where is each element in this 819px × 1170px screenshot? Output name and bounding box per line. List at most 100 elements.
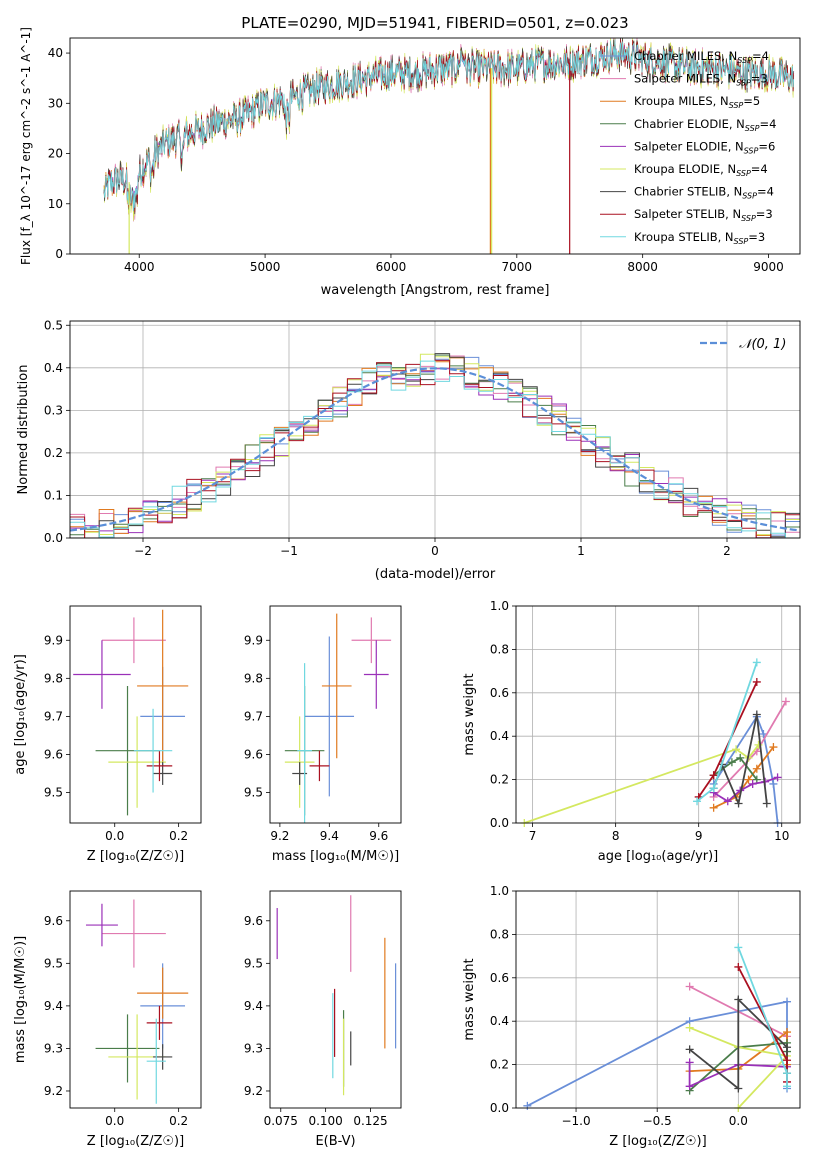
weight-vs-Z-ylabel: mass weight	[462, 958, 477, 1040]
mass-vs-Z-ytick-label: 9.6	[44, 914, 63, 928]
spectrum-xtick-label: 7000	[502, 260, 533, 274]
axes-frame	[269, 605, 402, 824]
weight-vs-age-xtick-label: 8	[612, 829, 620, 843]
weight-vs-Z-marker	[685, 982, 694, 991]
weight-vs-Z-marker	[734, 1084, 743, 1093]
weight-vs-Z-marker	[783, 1043, 792, 1052]
age-vs-Z-xtick-label: 0.2	[169, 829, 188, 843]
axes-frame	[515, 890, 801, 1109]
weight-vs-age-ytick-label: 0.0	[490, 816, 509, 830]
weight-vs-age-line	[524, 744, 760, 823]
weight-vs-Z-xlabel: Z [log₁₀(Z/Z☉)]	[609, 1134, 706, 1149]
axes-frame	[269, 890, 402, 1109]
weight-vs-Z-xtick-label: −0.5	[643, 1114, 672, 1128]
legend-entry: Kroupa ELODIE, NSSP=4	[634, 162, 768, 178]
legend-nssp: =3	[748, 230, 765, 244]
mass-vs-ebv-xlabel: E(B-V)	[315, 1134, 355, 1149]
weight-vs-age-ylabel: mass weight	[462, 673, 477, 755]
spectrum-ytick-label: 40	[48, 46, 63, 60]
mass-vs-Z-ytick-label: 9.4	[44, 999, 63, 1013]
age-vs-Z-ytick-label: 9.7	[44, 709, 63, 723]
weight-vs-Z-marker	[783, 1028, 792, 1037]
residuals-ytick-label: 0.0	[44, 531, 63, 545]
age-vs-mass-panel	[266, 639, 380, 827]
legend-nssp: =4	[760, 117, 777, 131]
legend-label: Chabrier STELIB	[634, 185, 726, 199]
axes-frame	[69, 890, 202, 1109]
spectrum-title: PLATE=0290, MJD=51941, FIBERID=0501, z=0…	[241, 14, 628, 32]
weight-vs-Z-ytick-label: 0.2	[490, 1058, 509, 1072]
weight-vs-age-marker	[734, 799, 743, 808]
weight-vs-age-marker	[723, 797, 732, 806]
weight-vs-Z-marker	[783, 1056, 792, 1065]
weight-vs-Z-line	[688, 1062, 788, 1088]
residuals-xtick-label: −2	[134, 544, 152, 558]
legend-label: Chabrier MILES	[634, 49, 721, 63]
residuals-ytick-label: 0.4	[44, 361, 63, 375]
weight-vs-Z-marker	[685, 1023, 694, 1032]
age-vs-mass-ytick-label: 9.5	[244, 786, 263, 800]
legend-label: Chabrier ELODIE	[634, 117, 729, 131]
weight-vs-age-marker	[754, 740, 763, 749]
weight-vs-age-marker	[781, 697, 790, 706]
legend-nssp: =5	[743, 94, 760, 108]
age-vs-Z-xlabel: Z [log₁₀(Z/Z☉)]	[87, 849, 184, 864]
spectrum-ytick-label: 0	[55, 247, 63, 261]
weight-vs-age-marker	[693, 797, 702, 806]
legend-label: Kroupa MILES	[634, 94, 713, 108]
age-vs-Z-ylabel: age [log₁₀(age/yr)]	[13, 654, 28, 775]
normal-curve	[69, 367, 801, 532]
residuals-ytick-label: 0.1	[44, 488, 63, 502]
weight-vs-age-marker	[709, 803, 718, 812]
axes-frame	[69, 320, 801, 539]
age-vs-mass-xlabel: mass [log₁₀(M/M☉)]	[272, 849, 399, 864]
weight-vs-age-marker	[752, 775, 761, 784]
legend-normal-label: 𝒩(0, 1)	[739, 337, 786, 352]
mass-vs-Z-ytick-label: 9.5	[44, 956, 63, 970]
legend-ssp-sub: SSP	[742, 192, 757, 201]
mass-vs-ebv-xtick-label: 0.125	[353, 1114, 387, 1128]
legend-label: Kroupa STELIB	[634, 230, 718, 244]
spectrum-ylabel: Flux [f_λ 10^-17 erg cm^-2 s^-1 A^-1]	[19, 27, 33, 265]
legend-ssp-sub: SSP	[741, 214, 756, 223]
age-vs-mass-xtick-label: 9.2	[270, 829, 289, 843]
weight-vs-age-marker	[769, 743, 778, 752]
spectrum-xlabel: wavelength [Angstrom, rest frame]	[321, 283, 550, 298]
weight-vs-age-ytick-label: 1.0	[490, 599, 509, 613]
spectrum-xtick-label: 4000	[124, 260, 155, 274]
legend-n: , N	[713, 94, 729, 108]
spectrum-panel	[66, 52, 769, 258]
mass-vs-Z-ytick-label: 9.3	[44, 1041, 63, 1055]
axes-frame	[69, 605, 202, 824]
legend-n: , N	[720, 72, 736, 86]
legend-entry: Salpeter ELODIE, NSSP=6	[634, 139, 775, 155]
age-vs-mass-xtick-label: 9.6	[369, 829, 388, 843]
hist-series-kroupa-stelib	[70, 360, 800, 538]
residuals-ytick-label: 0.3	[44, 403, 63, 417]
weight-vs-Z-ytick-label: 0.0	[490, 1101, 509, 1115]
weight-vs-Z-ytick-label: 1.0	[490, 884, 509, 898]
mass-vs-ebv-ytick-label: 9.3	[244, 1041, 263, 1055]
mass-vs-ebv-ytick-label: 9.5	[244, 956, 263, 970]
weight-vs-Z-marker	[523, 1101, 532, 1110]
weight-vs-age-ytick-label: 0.4	[490, 729, 509, 743]
legend-ssp-sub: SSP	[734, 237, 749, 246]
mass-vs-ebv-ytick-label: 9.4	[244, 999, 263, 1013]
residuals-ytick-label: 0.5	[44, 318, 63, 332]
legend-nssp: =4	[757, 185, 774, 199]
residuals-ytick-label: 0.2	[44, 446, 63, 460]
mass-vs-Z-ytick-label: 9.2	[44, 1084, 63, 1098]
weight-vs-age-ytick-label: 0.2	[490, 773, 509, 787]
weight-vs-age-line	[713, 756, 758, 781]
legend-n: , N	[720, 162, 736, 176]
legend-label: Salpeter STELIB	[634, 207, 725, 221]
legend-ssp-sub: SSP	[729, 101, 744, 110]
legend-label: Kroupa ELODIE	[634, 162, 720, 176]
mass-vs-Z-xtick-label: 0.2	[169, 1114, 188, 1128]
spectrum-ytick-label: 30	[48, 96, 63, 110]
legend-ssp-sub: SSP	[737, 56, 752, 65]
legend-n: , N	[718, 230, 734, 244]
legend-nssp: =4	[751, 162, 768, 176]
residuals-xlabel: (data-model)/error	[375, 567, 496, 582]
weight-vs-Z-marker	[685, 1082, 694, 1091]
